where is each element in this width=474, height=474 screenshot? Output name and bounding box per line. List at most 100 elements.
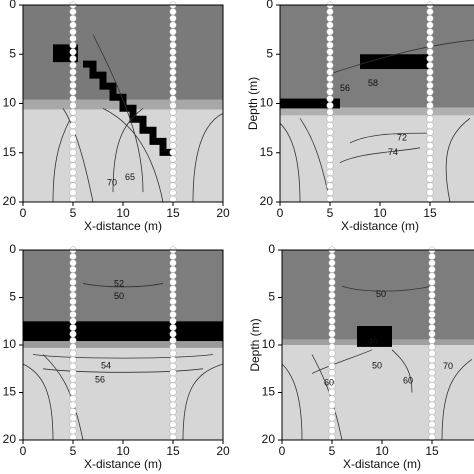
borehole-point: [326, 155, 334, 163]
borehole-point: [428, 356, 436, 364]
borehole-point: [326, 95, 334, 103]
borehole-point: [169, 68, 177, 76]
borehole-point: [169, 323, 177, 332]
contour-line: [445, 117, 471, 203]
contour-label: 54: [101, 360, 111, 370]
x-axis-label: X-distance (m): [84, 219, 162, 233]
borehole-point: [328, 414, 336, 422]
contour-line: [42, 368, 204, 373]
borehole-point: [328, 323, 336, 332]
x-tick-label: 15: [423, 206, 437, 220]
x-tick-label: 10: [116, 444, 130, 458]
borehole-point: [428, 362, 436, 370]
borehole-point: [426, 14, 434, 22]
contour-label: 56: [95, 375, 105, 385]
borehole-point: [428, 298, 436, 306]
borehole-point: [428, 336, 436, 344]
shade-region: [357, 326, 392, 347]
borehole-point: [328, 330, 336, 338]
borehole-point: [428, 317, 436, 325]
x-tick-label: 15: [425, 444, 439, 458]
x-axis-label: X-distance (m): [343, 457, 421, 471]
borehole-point: [169, 356, 177, 364]
contour-line: [82, 282, 164, 288]
borehole-point: [169, 278, 177, 286]
y-tick-label: 20: [262, 432, 276, 446]
borehole-point: [69, 375, 77, 383]
borehole-point: [426, 142, 434, 150]
borehole-point: [69, 95, 77, 103]
borehole-point: [328, 265, 336, 273]
borehole-point: [169, 155, 177, 163]
borehole-point: [428, 272, 436, 280]
borehole-point: [326, 68, 334, 76]
borehole-point: [426, 75, 434, 83]
borehole-point: [326, 135, 334, 143]
borehole-point: [428, 278, 436, 286]
x-tick-label: 15: [166, 206, 180, 220]
x-tick-label: 20: [216, 206, 230, 220]
borehole-point: [69, 395, 77, 403]
borehole-point: [328, 401, 336, 409]
borehole-point: [426, 88, 434, 96]
borehole-point: [326, 14, 334, 22]
x-axis-label: X-distance (m): [341, 219, 419, 233]
borehole-point: [169, 175, 177, 183]
contour-label: 70: [443, 361, 453, 371]
borehole-point: [328, 304, 336, 312]
borehole-point: [169, 122, 177, 130]
contour-line: [349, 132, 431, 144]
borehole-point: [428, 395, 436, 403]
borehole-point: [69, 21, 77, 29]
borehole-point: [428, 323, 436, 332]
contour-line: [182, 363, 224, 441]
borehole-point: [169, 291, 177, 299]
borehole-point: [326, 28, 334, 36]
borehole-point: [69, 298, 77, 306]
borehole-point: [428, 330, 436, 338]
borehole-point: [169, 142, 177, 150]
contour-line: [299, 118, 331, 203]
borehole-point: [69, 14, 77, 22]
x-tick-label: 10: [375, 444, 389, 458]
borehole-point: [426, 28, 434, 36]
borehole-point: [169, 21, 177, 29]
borehole-point: [169, 375, 177, 383]
shade-region: [280, 98, 340, 109]
borehole-point: [426, 41, 434, 49]
borehole-point: [69, 8, 77, 16]
borehole-point: [328, 252, 336, 261]
borehole-point: [69, 311, 77, 319]
y-tick-label: 5: [9, 290, 16, 304]
borehole-point: [328, 259, 336, 267]
borehole-point: [69, 101, 77, 110]
borehole-point: [428, 349, 436, 357]
borehole-point: [428, 407, 436, 416]
borehole-point: [169, 285, 177, 293]
borehole-point: [428, 382, 436, 390]
x-tick-label: 10: [373, 206, 387, 220]
x-tick-label: 0: [20, 444, 27, 458]
borehole-point: [326, 88, 334, 96]
borehole-point: [169, 343, 177, 351]
borehole-point: [326, 21, 334, 29]
borehole-point: [328, 317, 336, 325]
borehole-point: [69, 188, 77, 197]
contour-label: 56: [340, 83, 350, 93]
y-tick-label: 5: [268, 290, 275, 304]
borehole-point: [428, 259, 436, 267]
borehole-point: [169, 369, 177, 377]
borehole-point: [328, 362, 336, 370]
borehole-point: [169, 388, 177, 396]
borehole-point: [69, 128, 77, 136]
borehole-point: [428, 265, 436, 273]
borehole-point: [426, 182, 434, 190]
borehole-point: [169, 34, 177, 43]
borehole-point: [426, 168, 434, 176]
borehole-point: [169, 28, 177, 36]
borehole-point: [169, 401, 177, 409]
borehole-point: [326, 168, 334, 176]
borehole-point: [69, 135, 77, 143]
contour-line: [329, 39, 474, 75]
